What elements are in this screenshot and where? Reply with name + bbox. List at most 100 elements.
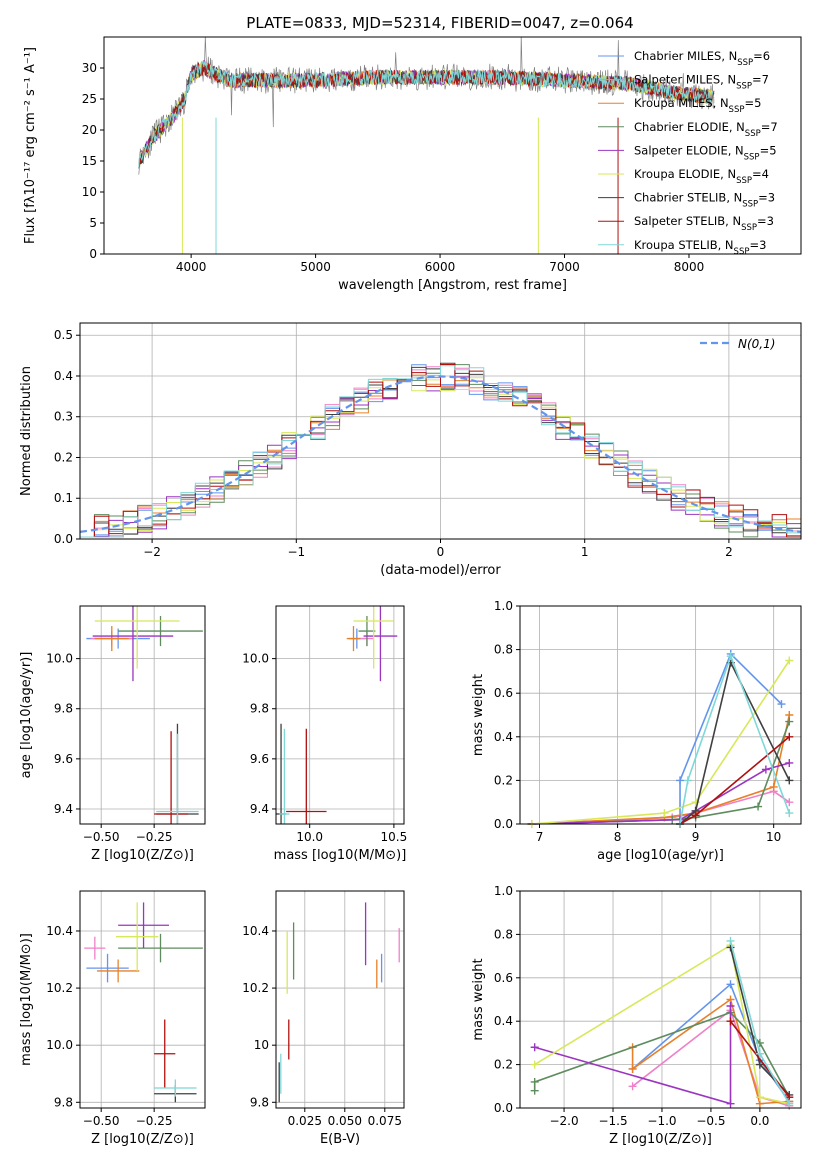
x-tick-label: −0.25 (136, 830, 173, 844)
weight-marker (755, 1049, 764, 1058)
legend-label: Kroupa MILES, NSSP=5 (634, 96, 761, 115)
legend-label: Salpeter ELODIE, NSSP=5 (634, 143, 777, 162)
axes-frame (519, 605, 802, 825)
legend-label: Chabrier STELIB, NSSP=3 (634, 191, 775, 210)
y-tick-label: 30 (82, 61, 97, 75)
y-axis-label: mass [log10(M/M⊙)] (19, 933, 34, 1066)
y-tick-label: 15 (82, 154, 97, 168)
x-tick-label: 0.025 (288, 1114, 322, 1128)
y-axis-label: mass weight (471, 674, 486, 756)
histogram-series (80, 364, 801, 539)
y-axis-label: mass weight (471, 958, 486, 1040)
panel-mass-age: 10.0 10.5 9.4 9.6 9.8 10.0 mass [log10(M/M⊙)] (242, 605, 407, 863)
y-tick-label: 9.6 (250, 752, 269, 766)
weight-marker (785, 776, 794, 785)
weight-marker (785, 758, 794, 767)
x-tick-label: 6000 (425, 260, 456, 274)
legend-label: Salpeter MILES, NSSP=7 (634, 73, 769, 92)
weight-marker (777, 700, 786, 709)
observed-spectrum (138, 37, 715, 175)
y-tick-label: 0.4 (54, 369, 73, 383)
x-axis-label: E(B-V) (320, 1132, 360, 1147)
legend-label: Chabrier ELODIE, NSSP=7 (634, 120, 778, 139)
weight-series (531, 660, 790, 825)
weight-series (679, 660, 791, 825)
y-tick-label: 0.1 (54, 491, 73, 505)
x-axis-label: Z [log10(Z/Z⊙)] (91, 848, 194, 863)
weight-marker (785, 809, 794, 818)
x-tick-label: −2 (143, 545, 161, 559)
weight-marker (726, 652, 735, 661)
x-tick-label: −1 (287, 545, 305, 559)
weight-marker (785, 717, 794, 726)
panel-ebv-mass: 0.025 0.050 0.075 9.8 10 10.2 10.4 E(B-V) (242, 890, 405, 1147)
weight-marker (755, 1060, 764, 1069)
y-tick-label: 1.0 (494, 884, 513, 898)
legend-label: Chabrier MILES, NSSP=6 (634, 49, 770, 68)
weight-marker (660, 809, 669, 818)
y-tick-label: 0.4 (494, 730, 513, 744)
axes-frame (519, 890, 802, 1109)
y-tick-label: 0 (89, 247, 97, 261)
x-axis-label: Z [log10(Z/Z⊙)] (91, 1132, 194, 1147)
y-tick-label: 0.2 (494, 773, 513, 787)
y-tick-label: 20 (82, 123, 97, 137)
y-tick-label: 10.0 (46, 652, 73, 666)
y-axis-label: Flux [fλ10⁻¹⁷ erg cm⁻² s⁻¹ A⁻¹] (23, 47, 38, 244)
x-tick-label: −1.0 (647, 1114, 676, 1128)
x-tick-label: 8 (614, 830, 622, 844)
weight-marker (628, 1064, 637, 1073)
axes-frame (275, 890, 405, 1109)
y-tick-label: 1.0 (494, 599, 513, 613)
y-tick-label: 9.8 (250, 1095, 269, 1109)
y-tick-label: 10.2 (46, 981, 73, 995)
y-tick-label: 10.2 (242, 981, 269, 995)
weight-marker (726, 936, 735, 945)
y-tick-label: 9.4 (54, 802, 73, 816)
weight-marker (726, 1017, 735, 1026)
weight-series (534, 943, 790, 1105)
y-tick-label: 10.0 (46, 1038, 73, 1052)
x-tick-label: −1.5 (598, 1114, 627, 1128)
normal-reference-curve (79, 375, 802, 533)
panel-spectrum: 4000 5000 6000 7000 8000 0 5 10 15 20 25 30 waveleng… (23, 36, 802, 293)
weight-marker (691, 811, 700, 820)
x-tick-label: −0.50 (83, 1114, 120, 1128)
legend-label: Kroupa ELODIE, NSSP=4 (634, 167, 769, 186)
y-tick-label: 0.2 (494, 1058, 513, 1072)
y-axis-label: Normed distribution (19, 366, 34, 496)
weight-marker (683, 776, 692, 785)
panel-z-weight: −2.0 −1.5 −1.0 −0.5 0.0 0.0 0.2 0.4 0.6 0.8 1.0 Z [… (471, 884, 802, 1147)
weight-marker (530, 1043, 539, 1052)
weight-marker (754, 802, 763, 811)
model-spectrum (138, 60, 715, 169)
weight-marker (785, 732, 794, 741)
y-tick-label: 9.6 (54, 752, 73, 766)
x-tick-label: 0.050 (328, 1114, 362, 1128)
legend-label: N(0,1) (738, 337, 775, 351)
y-tick-label: 10.0 (242, 652, 269, 666)
axes-frame (79, 322, 802, 540)
y-tick-label: 5 (89, 216, 97, 230)
axes-frame (79, 605, 206, 825)
weight-marker (726, 1099, 735, 1108)
x-axis-label: age [log10(age/yr)] (597, 848, 724, 863)
histogram-series (80, 365, 801, 539)
y-tick-label: 9.8 (54, 702, 73, 716)
axes-frame (79, 890, 206, 1109)
y-tick-label: 10.4 (46, 924, 73, 938)
x-tick-label: 7000 (549, 260, 580, 274)
y-tick-label: 0.0 (494, 1101, 513, 1115)
y-tick-label: 9.8 (54, 1095, 73, 1109)
panel-z-mass: −0.50 −0.25 9.8 10.0 10.2 10.4 Z [log10(Z/Z⊙)]… (19, 890, 206, 1147)
y-tick-label: 9.4 (250, 802, 269, 816)
x-tick-label: 2 (725, 545, 733, 559)
weight-marker (676, 776, 685, 785)
x-tick-label: 10.0 (296, 830, 323, 844)
y-tick-label: 0.8 (494, 643, 513, 657)
weight-marker (785, 656, 794, 665)
figure-title: PLATE=0833, MJD=52314, FIBERID=0047, z=0… (246, 14, 633, 32)
legend-label: Salpeter STELIB, NSSP=3 (634, 214, 774, 233)
y-tick-label: 0.6 (494, 686, 513, 700)
